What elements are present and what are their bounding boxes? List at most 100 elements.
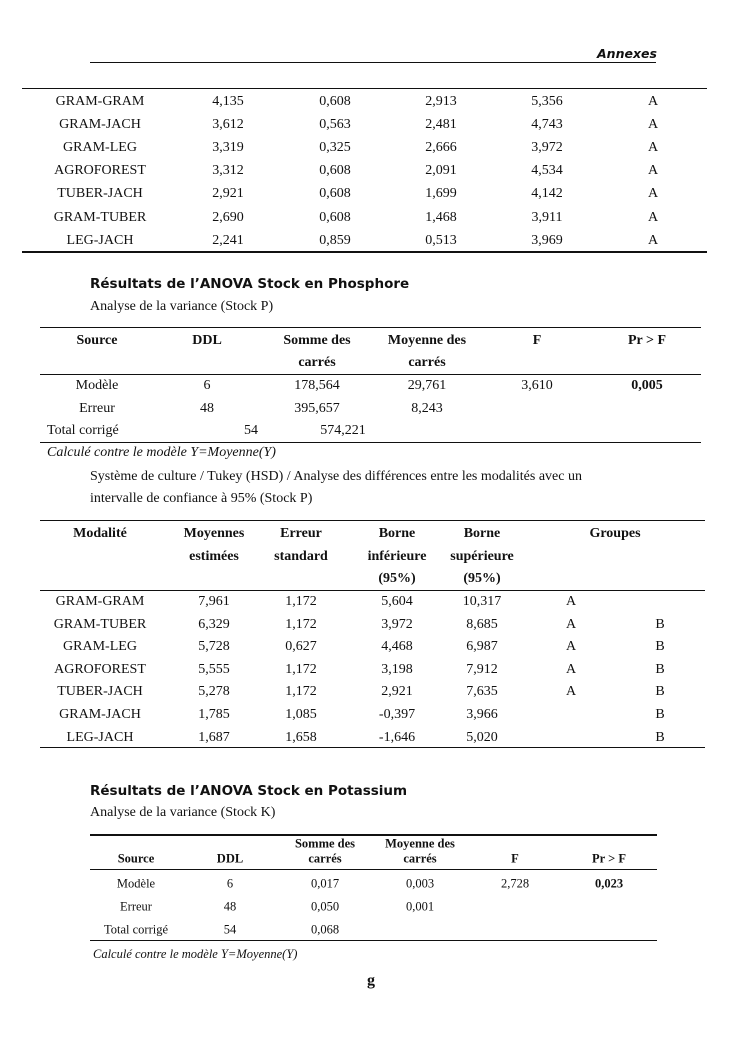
tukey-caption-line1: Système de culture / Tukey (HSD) / Analy…	[90, 469, 582, 484]
table-cell: 3,969	[531, 232, 563, 248]
row-label: GRAM-JACH	[59, 117, 141, 133]
table-cell: 3,972	[531, 140, 563, 156]
table-cell: 3,612	[212, 117, 244, 133]
column-header: (95%)	[378, 571, 416, 586]
table-cell: A	[647, 209, 659, 225]
table-cell: 7,635	[466, 684, 498, 700]
note-phosphore: Calculé contre le modèle Y=Moyenne(Y)	[47, 445, 276, 460]
row-label: GRAM-GRAM	[55, 94, 145, 109]
table-cell: 3,319	[212, 140, 244, 156]
table-cell: 0,627	[285, 639, 317, 655]
table-rule	[22, 88, 707, 89]
table-cell: 1,699	[425, 186, 457, 202]
table-rule	[40, 590, 705, 591]
table-cell: 6	[226, 876, 234, 891]
table-cell: A	[647, 94, 659, 109]
table-cell: 3,972	[381, 616, 413, 632]
page-number: g	[367, 972, 375, 989]
table-cell: 4,468	[381, 639, 413, 655]
table-cell: 2,921	[212, 186, 244, 202]
group-letter: B	[655, 684, 665, 700]
table-cell: A	[647, 232, 659, 248]
row-label: Total corrigé	[103, 922, 169, 937]
section-heading-phosphore: Résultats de l’ANOVA Stock en Phosphore	[90, 276, 410, 292]
row-label: GRAM-GRAM	[55, 594, 145, 609]
table-rule	[22, 251, 707, 253]
table-cell: 4,743	[531, 117, 563, 133]
column-header: Modalité	[73, 526, 127, 541]
row-label: GRAM-LEG	[63, 639, 137, 655]
table-cell: 4,135	[212, 94, 244, 109]
column-header: estimées	[189, 548, 239, 564]
table-cell: 2,481	[425, 117, 457, 133]
column-header: carrés	[308, 851, 342, 866]
row-label: LEG-JACH	[66, 729, 134, 745]
row-label: AGROFOREST	[54, 661, 146, 677]
group-letter: A	[565, 639, 577, 655]
column-header: DDL	[216, 851, 244, 866]
table-cell: 7,961	[198, 594, 230, 609]
table-cell: 0,608	[319, 163, 351, 179]
table-cell: 5,356	[531, 94, 563, 109]
table-cell: 3,911	[531, 209, 563, 225]
row-label: Total corrigé	[47, 423, 119, 438]
table-cell: A	[647, 186, 659, 202]
table-cell: 0,023	[594, 876, 624, 891]
table-rule	[90, 940, 657, 941]
group-letter: A	[565, 684, 577, 700]
column-header: Borne	[378, 526, 416, 541]
table-cell: 3,198	[381, 661, 413, 677]
table-cell: -1,646	[378, 729, 416, 745]
column-header: Moyenne des	[385, 836, 455, 851]
row-label: Modèle	[75, 378, 119, 393]
column-header: Pr > F	[592, 851, 626, 866]
table-cell: 1,687	[198, 729, 230, 745]
column-header: standard	[274, 548, 328, 564]
table-cell: 2,666	[425, 140, 457, 156]
table-rule	[40, 327, 701, 328]
table-cell: 3,966	[466, 707, 498, 722]
column-header: Somme des	[294, 836, 356, 851]
column-header: DDL	[192, 333, 222, 348]
group-letter: B	[655, 639, 665, 655]
table-cell: 6	[203, 378, 211, 393]
table-cell: 6,329	[198, 616, 230, 632]
group-letter: A	[565, 594, 577, 609]
column-header: carrés	[298, 355, 336, 370]
table-cell: 0,325	[319, 140, 351, 156]
table-cell: 2,921	[381, 684, 413, 700]
table-cell: 0,068	[310, 922, 340, 937]
table-cell: 54	[223, 922, 237, 937]
column-header: F	[532, 333, 542, 348]
column-header: Groupes	[589, 526, 641, 541]
table-cell: 4,142	[531, 186, 563, 202]
row-label: Erreur	[79, 400, 115, 416]
row-label: TUBER-JACH	[57, 186, 143, 202]
row-label: Erreur	[120, 899, 152, 914]
table-cell: -0,397	[378, 707, 416, 722]
table-rule	[40, 520, 705, 521]
subtitle-potassium: Analyse de la variance (Stock K)	[90, 805, 276, 820]
column-header: Somme des	[283, 333, 351, 348]
group-letter: B	[655, 661, 665, 677]
table-cell: 1,172	[285, 616, 317, 632]
table-cell: 6,987	[466, 639, 498, 655]
table-cell: 0,003	[405, 876, 435, 891]
column-header: (95%)	[463, 571, 501, 586]
table-cell: 29,761	[407, 378, 447, 393]
table-cell: 7,912	[466, 661, 498, 677]
table-cell: 0,608	[319, 209, 351, 225]
table-cell: 2,091	[425, 163, 457, 179]
group-letter: B	[655, 729, 665, 745]
table-cell: 574,221	[320, 423, 366, 438]
group-letter: A	[565, 661, 577, 677]
table-cell: 5,555	[198, 661, 230, 677]
column-header: Moyenne des	[387, 333, 467, 348]
row-label: TUBER-JACH	[57, 684, 143, 700]
table-cell: 5,604	[381, 594, 413, 609]
row-label: GRAM-TUBER	[53, 209, 147, 225]
header-rule	[90, 62, 656, 63]
table-cell: 8,243	[411, 400, 443, 416]
column-header: Borne	[463, 526, 501, 541]
table-cell: 2,728	[500, 876, 530, 891]
